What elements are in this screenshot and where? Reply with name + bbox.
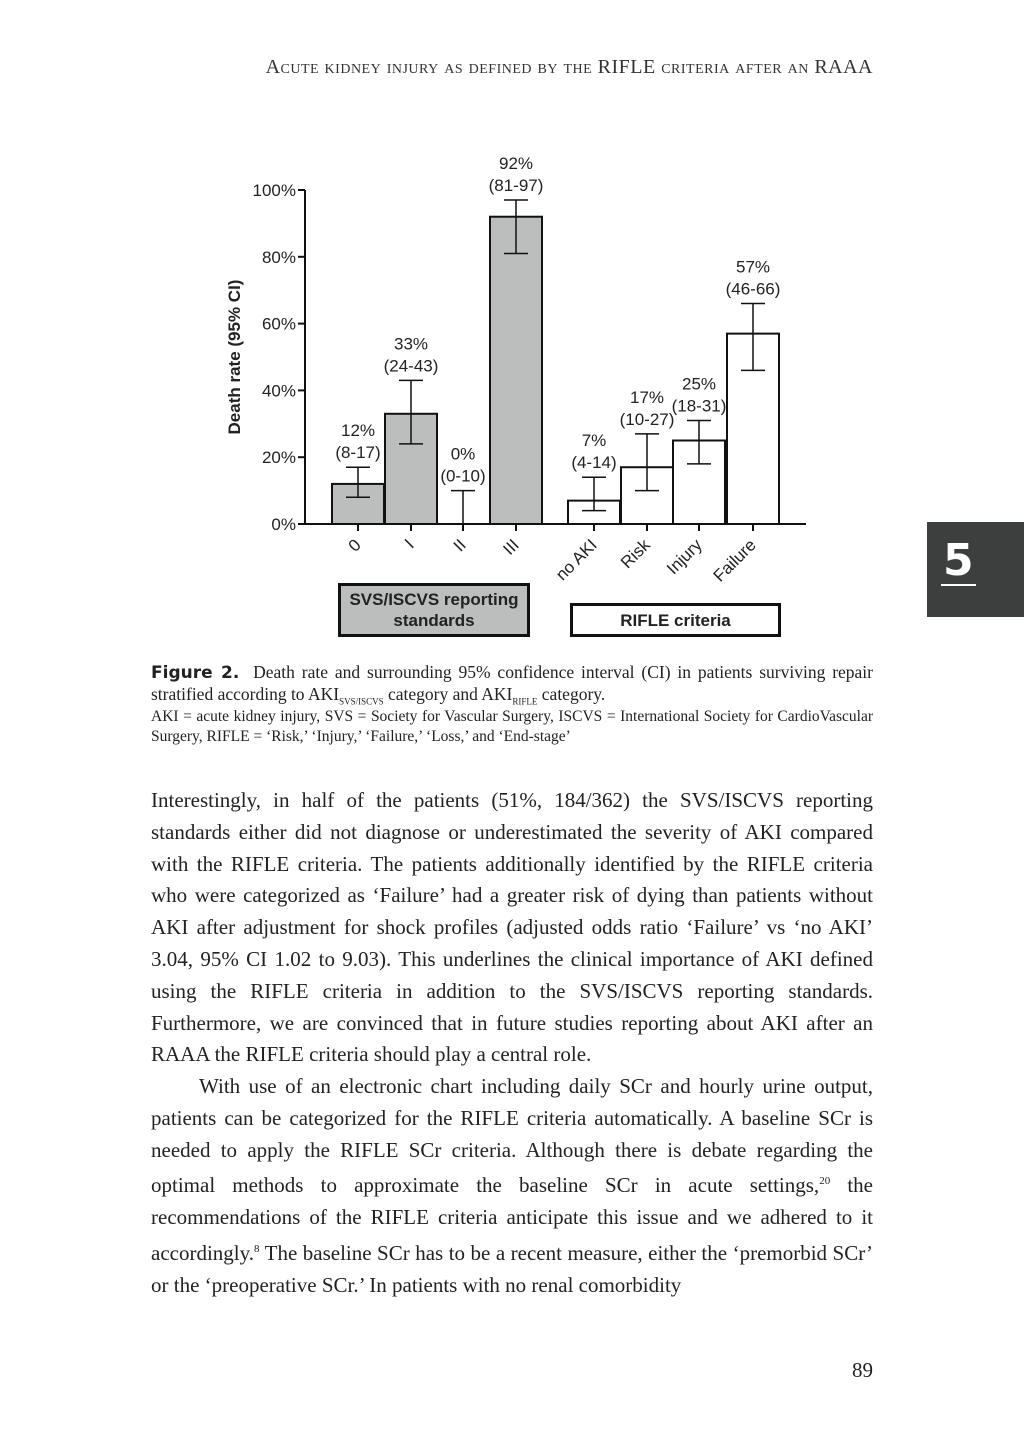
ci-label: (4-14) — [571, 453, 616, 472]
group-label: RIFLE criteria — [570, 603, 781, 637]
page-number: 89 — [852, 1358, 873, 1382]
ci-label: (46-66) — [726, 280, 781, 299]
caption-text: category. — [537, 684, 606, 704]
error-bar — [687, 419, 711, 465]
chapter-number: 5 — [941, 535, 976, 586]
reference: 8 — [254, 1242, 260, 1255]
text: With use of an electronic chart includin… — [151, 1074, 873, 1198]
x-tick-label: Injury — [663, 535, 706, 578]
value-label: 92% — [499, 154, 533, 173]
caption-text: category and AKI — [383, 684, 513, 704]
figure-caption: Figure 2. Death rate and surrounding 95%… — [151, 662, 873, 713]
ci-label: (24-43) — [384, 356, 439, 375]
ci-label: (18-31) — [672, 396, 727, 415]
y-tick-label: 40% — [262, 381, 296, 400]
chapter-tab: 5 — [927, 522, 1024, 617]
x-tick-label: Failure — [710, 535, 760, 585]
y-tick-label: 20% — [262, 448, 296, 467]
error-bar — [741, 302, 765, 372]
error-bar — [346, 466, 370, 499]
x-tick-label: Risk — [617, 535, 654, 572]
value-label: 33% — [394, 334, 428, 353]
x-tick-label: III — [499, 535, 522, 558]
running-header: Acute kidney injury as defined by the RI… — [265, 56, 873, 78]
error-bar — [504, 199, 528, 255]
ci-label: (81-97) — [489, 176, 544, 195]
subscript: SVS/ISCVS — [339, 696, 384, 707]
y-tick-label: 60% — [262, 315, 296, 334]
y-axis-label: Death rate (95% CI) — [225, 280, 244, 435]
value-label: 25% — [682, 374, 716, 393]
ci-label: (0-10) — [440, 467, 485, 486]
error-bar — [635, 433, 659, 492]
error-bar — [582, 476, 606, 512]
paragraph: With use of an electronic chart includin… — [151, 1071, 873, 1302]
caption-note: AKI = acute kidney injury, SVS = Society… — [151, 708, 873, 745]
text: The baseline SCr has to be a recent meas… — [151, 1240, 873, 1297]
value-label: 12% — [341, 421, 375, 440]
y-tick-label: 0% — [271, 515, 296, 534]
x-tick-label: I — [401, 535, 418, 552]
chart: Death rate (95% CI) 0% 20% 40% 60% 80% 100% 0 I… — [225, 154, 806, 586]
caption-text: Death rate and surrounding 95% confidenc… — [151, 662, 873, 704]
x-tick-label: 0 — [345, 535, 365, 555]
error-bar — [399, 379, 423, 445]
text: the recommendations of the RIFLE criteri… — [151, 1173, 873, 1265]
value-label: 0% — [451, 445, 476, 464]
value-label: 7% — [582, 431, 607, 450]
value-label: 57% — [736, 258, 770, 277]
x-tick-label: no AKI — [552, 535, 601, 584]
reference: 20 — [819, 1175, 831, 1188]
ci-label: (8-17) — [335, 443, 380, 462]
y-tick-label: 100% — [253, 181, 296, 200]
paragraph: Interestingly, in half of the patients (… — [151, 788, 873, 1067]
error-bar — [451, 489, 475, 525]
subscript: RIFLE — [512, 696, 538, 707]
value-label: 17% — [630, 388, 664, 407]
group-label: SVS/ISCVS reporting standards — [338, 583, 530, 637]
x-tick-label: II — [450, 535, 470, 555]
figure-label: Figure 2. — [151, 663, 240, 683]
y-tick-label: 80% — [262, 248, 296, 267]
ci-label: (10-27) — [620, 410, 675, 429]
bar — [489, 215, 543, 525]
